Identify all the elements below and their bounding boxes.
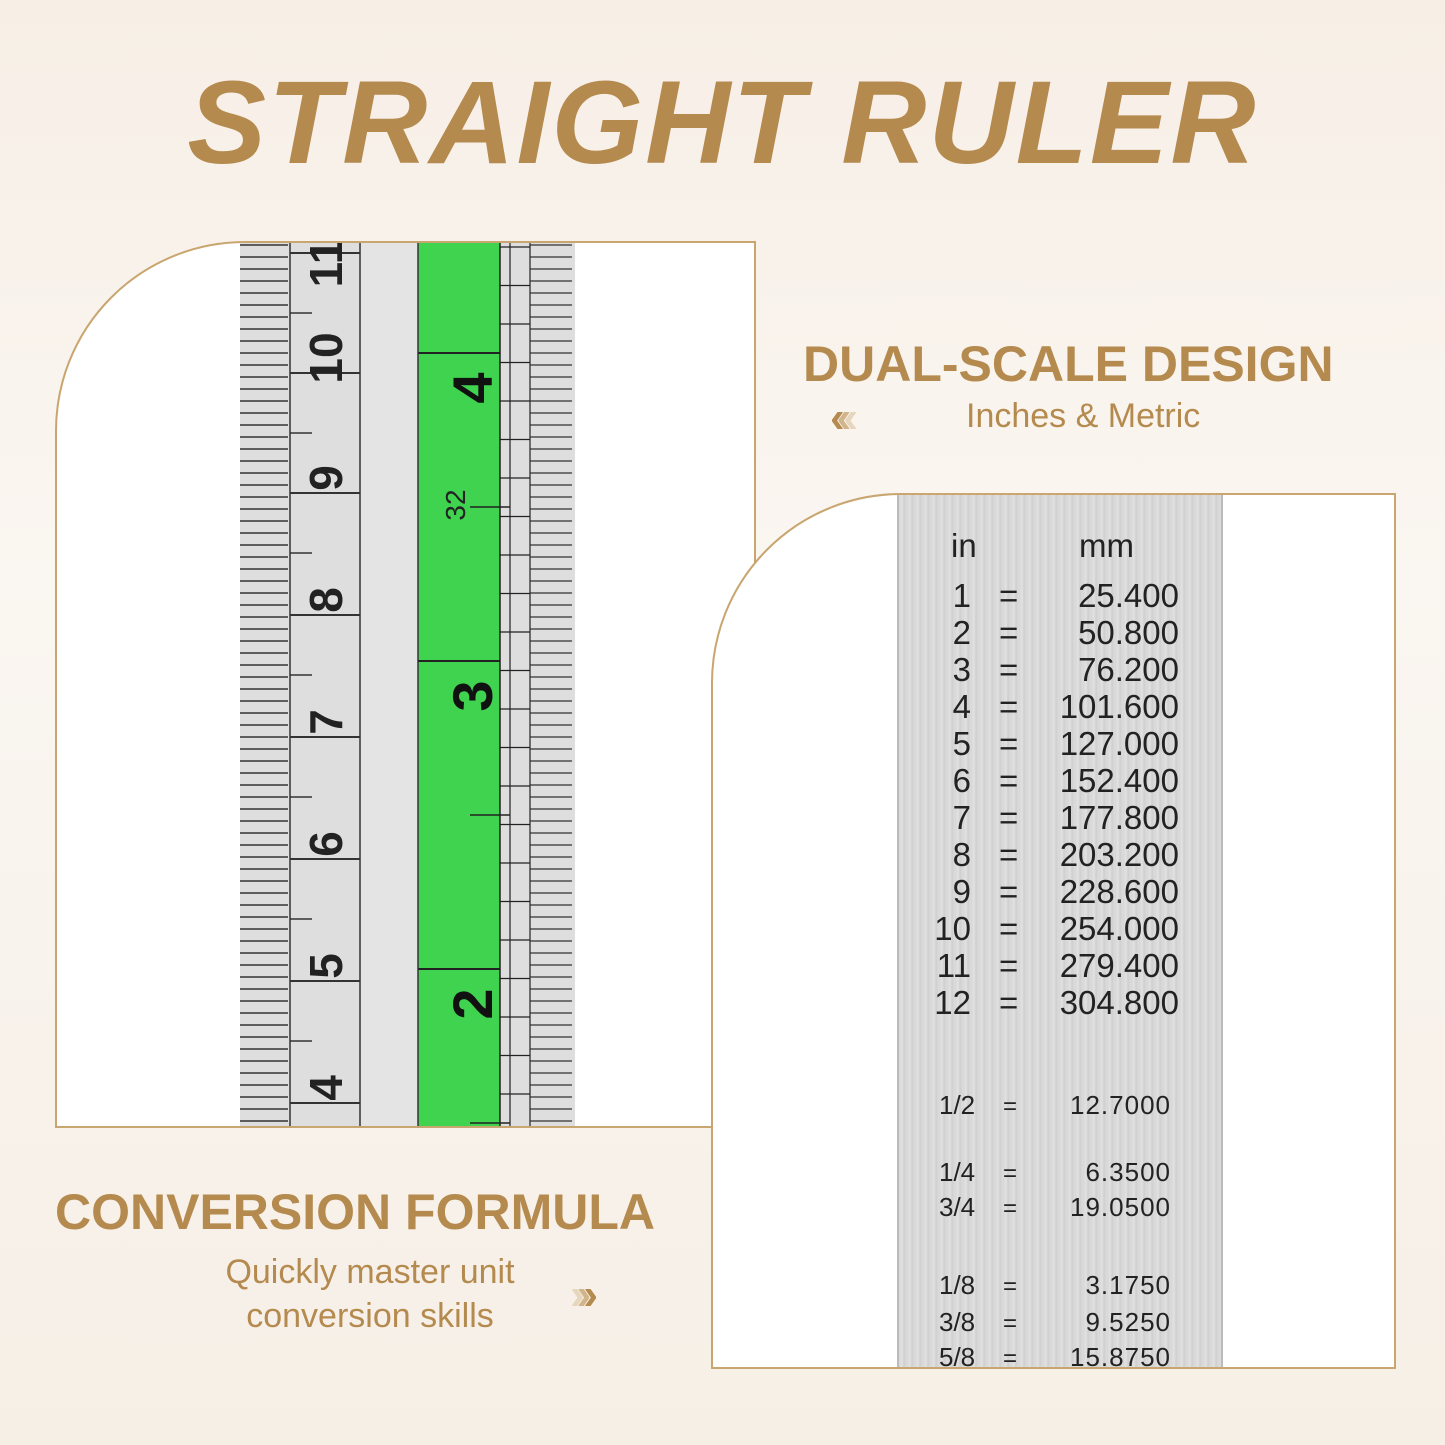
header-mm: mm (1079, 527, 1134, 564)
equals-sign: = (999, 688, 1019, 725)
mm-value: 304.800 (1059, 984, 1179, 1021)
green-inch-band (418, 243, 500, 1126)
equals-sign: = (999, 984, 1019, 1021)
inch-label: 3 (441, 680, 504, 711)
conversion-strip: in mm 1 = 25.400 2 = 50.800 3 = 76.200 4 = … (897, 495, 1223, 1369)
mm-value: 254.000 (1059, 910, 1179, 947)
equals-sign: = (1003, 1160, 1018, 1187)
conversion-table-panel: in mm 1 = 25.400 2 = 50.800 3 = 76.200 4 = … (711, 493, 1396, 1369)
fraction-value: 1/8 (939, 1270, 976, 1300)
equals-sign: = (999, 614, 1019, 651)
equals-sign: = (1003, 1310, 1018, 1337)
subtitle-line: conversion skills (246, 1297, 494, 1335)
equals-sign: = (999, 651, 1019, 688)
inch-label: 2 (441, 988, 504, 1019)
cm-label: 8 (300, 587, 352, 613)
ruler-closeup-panel: 11 10 9 8 7 6 5 4 4 3 2 32 (55, 241, 756, 1128)
fraction-value: 1/2 (939, 1090, 976, 1120)
fraction-value: 3/8 (939, 1307, 976, 1337)
equals-sign: = (999, 836, 1019, 873)
subtitle-line: Quickly master unit (225, 1253, 515, 1291)
conversion-heading: CONVERSION FORMULA (55, 1184, 655, 1240)
equals-sign: = (1003, 1093, 1018, 1120)
inch-value: 11 (936, 947, 971, 984)
equals-sign: = (999, 799, 1019, 836)
inch-value: 2 (952, 614, 971, 651)
inch-value: 1 (952, 577, 971, 614)
inch-value: 8 (952, 836, 971, 873)
mm-value: 228.600 (1059, 873, 1179, 910)
mm-value: 203.200 (1059, 836, 1179, 873)
fraction-value: 5/8 (939, 1342, 976, 1369)
inch-value: 6 (952, 762, 971, 799)
equals-sign: = (999, 910, 1019, 947)
equals-sign: = (999, 762, 1019, 799)
mm-value: 50.800 (1078, 614, 1179, 651)
cm-label: 10 (300, 332, 352, 383)
mm-value: 177.800 (1059, 799, 1179, 836)
cm-label: 4 (300, 1075, 352, 1101)
dual-scale-subtitle: Inches & Metric (966, 397, 1201, 435)
chevron-left-icon: ‹‹‹ (830, 393, 858, 442)
equals-sign: = (1003, 1195, 1018, 1222)
inch-value: 9 (952, 873, 971, 910)
mm-value: 279.400 (1059, 947, 1179, 984)
mm-value: 152.400 (1059, 762, 1179, 799)
fraction-value: 3/4 (939, 1192, 976, 1222)
mm-value: 101.600 (1059, 688, 1179, 725)
inch-value: 10 (934, 910, 971, 947)
chevron-right-icon: ››› (570, 1270, 598, 1319)
inch-value: 12 (934, 984, 971, 1021)
cm-label: 7 (300, 709, 352, 735)
conversion-subtitle: Quickly master unit conversion skills (140, 1250, 600, 1338)
equals-sign: = (999, 725, 1019, 762)
sixteenth-label: 32 (440, 489, 471, 520)
mm-fraction-value: 6.3500 (1085, 1157, 1171, 1187)
cm-label: 9 (300, 465, 352, 491)
inch-value: 4 (952, 688, 971, 725)
mm-value: 127.000 (1059, 725, 1179, 762)
page-title: STRAIGHT RULER (187, 57, 1258, 189)
cm-label: 11 (300, 243, 352, 287)
equals-sign: = (999, 873, 1019, 910)
inch-label: 4 (441, 372, 504, 403)
dual-scale-heading: DUAL-SCALE DESIGN (803, 336, 1334, 392)
inch-value: 3 (952, 651, 971, 688)
header-in: in (951, 527, 977, 564)
mm-value: 25.400 (1078, 577, 1179, 614)
mm-fraction-value: 15.8750 (1070, 1342, 1171, 1369)
mm-fraction-value: 12.7000 (1070, 1090, 1171, 1120)
center-strip (360, 243, 418, 1126)
mm-fraction-value: 3.1750 (1085, 1270, 1171, 1300)
inch-value: 5 (952, 725, 971, 762)
inch-value: 7 (952, 799, 971, 836)
mm-fraction-value: 9.5250 (1085, 1307, 1171, 1337)
cm-label: 5 (300, 953, 352, 979)
fraction-value: 1/4 (939, 1157, 976, 1187)
equals-sign: = (999, 577, 1019, 614)
cm-label: 6 (300, 831, 352, 857)
equals-sign: = (999, 947, 1019, 984)
mm-value: 76.200 (1078, 651, 1179, 688)
equals-sign: = (1003, 1273, 1018, 1300)
equals-sign: = (1003, 1345, 1018, 1369)
mm-fraction-value: 19.0500 (1070, 1192, 1171, 1222)
